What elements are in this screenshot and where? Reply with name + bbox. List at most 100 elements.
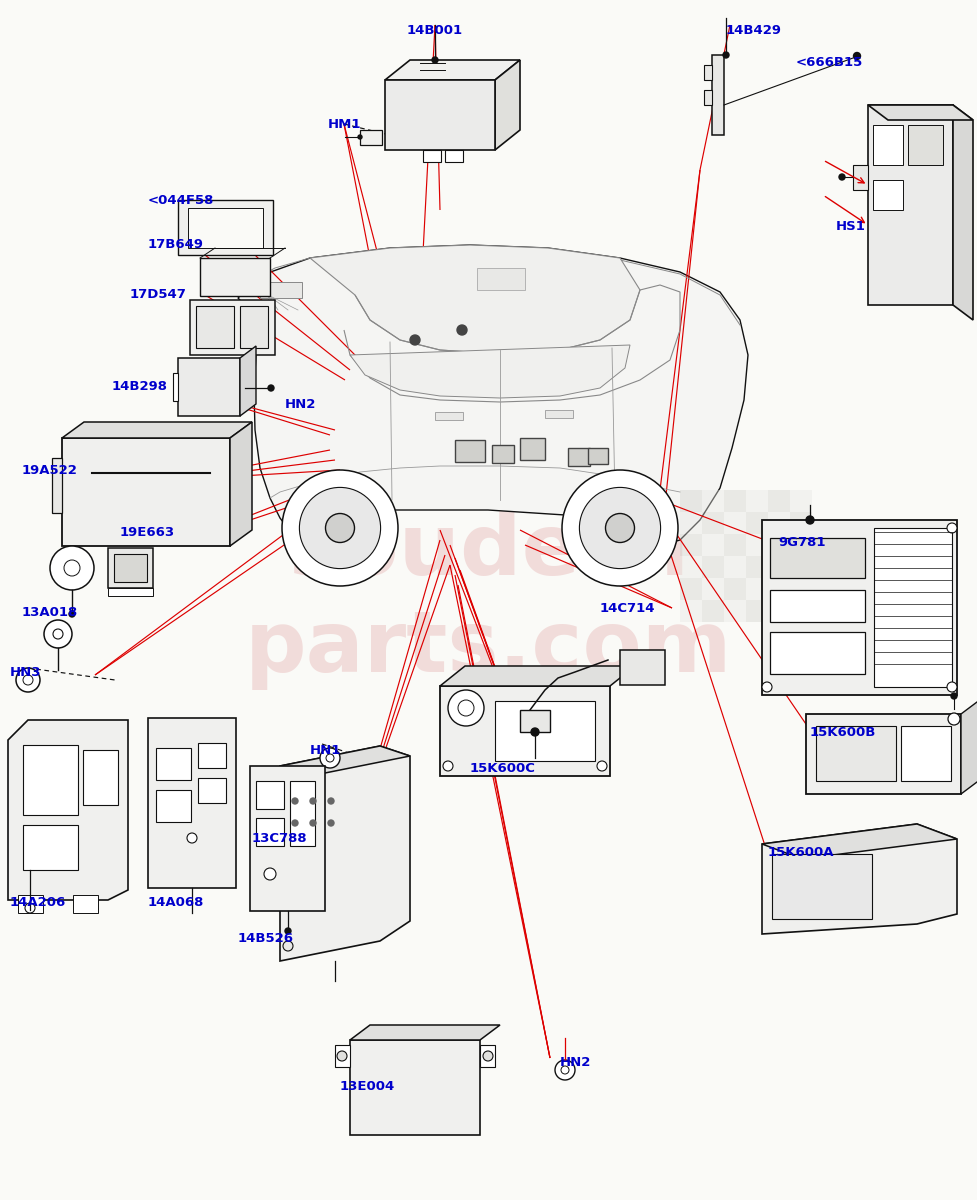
Bar [260,282,302,298]
Bar [745,490,767,512]
Text: 15K600A: 15K600A [767,846,833,859]
Bar [745,556,767,578]
Bar [256,781,283,809]
Circle shape [187,833,196,842]
Bar [723,556,745,578]
Bar [18,895,43,913]
Text: souderfi
parts.com: souderfi parts.com [245,510,732,690]
Text: 15K600C: 15K600C [470,762,535,775]
Bar [520,710,549,732]
Circle shape [310,798,316,804]
Bar [679,490,701,512]
Bar [83,750,118,805]
Bar [23,745,78,815]
Polygon shape [310,245,639,354]
Text: HM1: HM1 [327,118,361,131]
Bar [290,781,315,846]
Circle shape [443,761,452,770]
Polygon shape [8,720,128,900]
Bar [679,534,701,556]
Text: 13A018: 13A018 [21,606,78,619]
Circle shape [325,514,354,542]
Bar [156,748,191,780]
Circle shape [69,611,75,617]
Circle shape [268,385,274,391]
Bar [723,490,745,512]
Circle shape [409,335,419,346]
Bar [178,200,273,256]
Bar [769,590,864,622]
Text: 14A068: 14A068 [148,896,204,908]
Text: HN2: HN2 [284,398,316,410]
Bar [789,512,811,534]
Bar [701,512,723,534]
Bar [701,578,723,600]
Bar [745,512,767,534]
Polygon shape [239,346,256,416]
Bar [805,714,960,794]
Polygon shape [350,1025,499,1040]
Bar [789,578,811,600]
Circle shape [562,470,677,586]
Bar [701,490,723,512]
Text: 19E663: 19E663 [120,526,175,539]
Bar [767,578,789,600]
Bar [435,412,462,420]
Circle shape [319,748,340,768]
Bar [701,556,723,578]
Bar [872,125,902,166]
Circle shape [337,1051,347,1061]
Bar [852,166,868,190]
Bar [480,1045,494,1067]
Bar [723,600,745,622]
Bar [587,448,608,464]
Bar [767,600,789,622]
Circle shape [358,136,361,139]
Text: 14B298: 14B298 [112,380,168,394]
Circle shape [947,713,959,725]
Bar [73,895,98,913]
Polygon shape [952,106,972,320]
Circle shape [950,692,956,698]
Bar [423,150,441,162]
Bar [195,306,234,348]
Circle shape [264,868,276,880]
Bar [872,180,902,210]
Circle shape [761,682,771,692]
Bar [769,538,864,578]
Text: 17B649: 17B649 [148,238,204,251]
Circle shape [292,820,298,826]
Polygon shape [761,824,956,934]
Text: HN1: HN1 [310,744,341,757]
Polygon shape [385,80,494,150]
Polygon shape [350,346,629,398]
Circle shape [299,487,380,569]
Circle shape [722,52,728,58]
Bar [62,438,230,546]
Text: 14B429: 14B429 [725,24,782,37]
Bar [256,818,283,846]
Text: 14B526: 14B526 [237,932,294,944]
Circle shape [483,1051,492,1061]
Bar [701,600,723,622]
Text: HS1: HS1 [835,220,865,233]
Bar [873,528,951,686]
Polygon shape [494,60,520,150]
Text: 19A522: 19A522 [21,464,78,476]
Bar [107,588,152,596]
Circle shape [44,620,72,648]
Bar [350,1040,480,1135]
Circle shape [310,820,316,826]
Bar [679,600,701,622]
Polygon shape [237,245,747,548]
Polygon shape [230,422,252,546]
Text: <044F58: <044F58 [148,194,214,208]
Circle shape [531,728,538,736]
Bar [454,440,485,462]
Bar [239,306,268,348]
Circle shape [853,53,860,60]
Circle shape [23,674,33,685]
Circle shape [16,668,40,692]
Text: <666B15: <666B15 [795,56,863,70]
Text: 17D547: 17D547 [130,288,187,301]
